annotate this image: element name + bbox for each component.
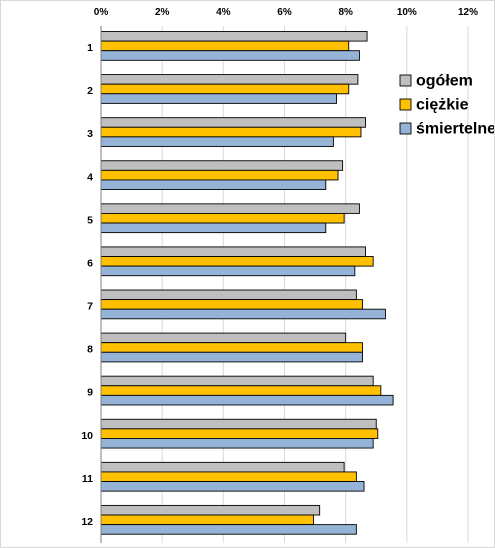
category-label: 3	[87, 128, 93, 140]
category-label: 5	[87, 214, 93, 226]
bar-3-7	[100, 308, 386, 320]
bar-1-12	[100, 504, 321, 516]
bar-3-4	[100, 179, 327, 190]
bar-3-6	[100, 265, 356, 277]
x-tick-label: 6%	[277, 7, 292, 18]
legend-swatch	[399, 122, 412, 135]
bars	[100, 31, 394, 535]
legend-label: ciężkie	[416, 97, 469, 114]
bar-3-3	[100, 136, 334, 147]
bar-1-3	[100, 117, 366, 128]
bar-3-5	[100, 222, 327, 234]
bar-3-2	[100, 93, 337, 104]
x-tick-labels: 0% 2% 4% 6% 8% 10% 12%	[94, 7, 478, 18]
category-label: 10	[81, 430, 93, 442]
legend-swatch	[399, 74, 412, 87]
bar-1-7	[100, 289, 357, 301]
bar-1-5	[100, 203, 360, 214]
category-label: 8	[87, 344, 93, 356]
bar-2-4	[100, 169, 339, 181]
category-label: 6	[87, 257, 93, 269]
x-tick-label: 12%	[458, 7, 478, 18]
bar-2-10	[100, 428, 379, 439]
x-tick-label: 10%	[397, 7, 417, 18]
legend: ogółem ciężkie śmiertelne	[399, 73, 494, 138]
bar-3-1	[100, 50, 360, 61]
category-label: 2	[87, 85, 93, 97]
category-label: 11	[82, 473, 93, 485]
bar-2-2	[100, 83, 350, 95]
bar-1-9	[100, 375, 374, 387]
bar-2-1	[100, 40, 350, 52]
bar-2-3	[100, 126, 362, 138]
bar-3-9	[100, 394, 394, 406]
legend-label: śmiertelne	[416, 121, 494, 138]
category-label: 4	[87, 171, 93, 183]
bar-3-12	[100, 524, 357, 535]
category-label: 9	[87, 387, 93, 399]
gridlines	[100, 26, 469, 543]
category-label: 12	[81, 516, 93, 528]
bar-2-6	[100, 256, 374, 267]
bar-1-4	[100, 160, 344, 171]
bar-2-12	[100, 514, 315, 526]
bar-3-11	[100, 481, 365, 492]
x-tick-label: 0%	[94, 7, 109, 18]
bar-1-11	[100, 461, 345, 473]
bar-2-5	[100, 212, 345, 224]
bar-1-8	[100, 332, 347, 344]
category-label: 1	[87, 42, 93, 54]
x-tick-label: 8%	[338, 7, 353, 18]
bar-2-8	[100, 342, 363, 353]
bar-2-9	[100, 385, 382, 396]
legend-label: ogółem	[416, 73, 473, 90]
x-tick-label: 2%	[155, 7, 170, 18]
bar-2-11	[100, 471, 357, 482]
bar-3-10	[100, 438, 374, 449]
bar-1-1	[100, 31, 368, 42]
x-tick-label: 4%	[216, 7, 231, 18]
bar-1-6	[100, 246, 366, 257]
legend-swatch	[399, 98, 412, 111]
category-label: 7	[87, 301, 93, 313]
bar-1-2	[100, 74, 359, 85]
bar-3-8	[100, 351, 363, 363]
bar-2-7	[100, 299, 363, 310]
bar-1-10	[100, 418, 377, 430]
